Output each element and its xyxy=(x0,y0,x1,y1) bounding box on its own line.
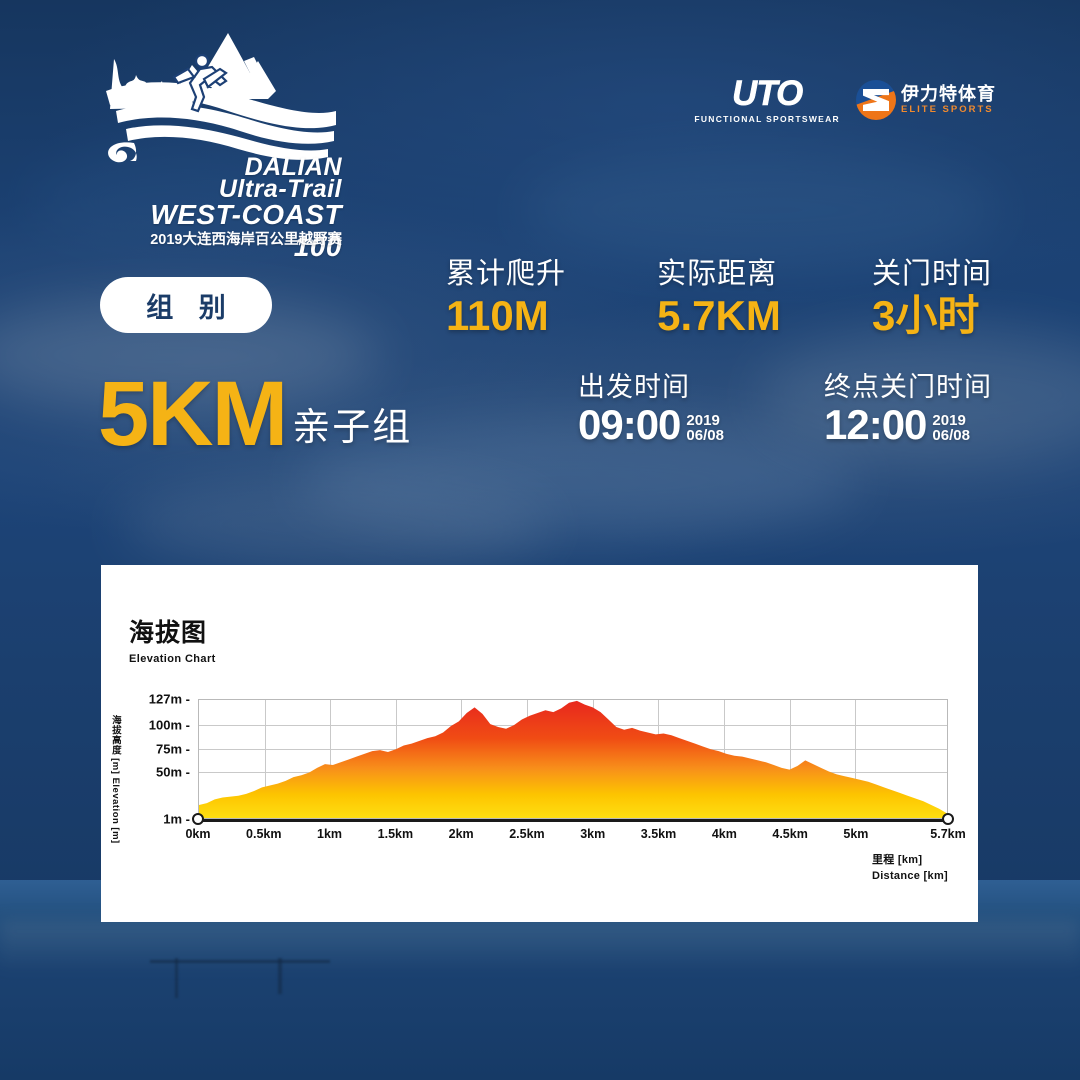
gridline-vertical xyxy=(264,700,266,818)
group-badge-label: 组 别 xyxy=(146,292,235,323)
stat-label: 关门时间 xyxy=(871,258,992,290)
x-tick-label: 5km xyxy=(843,827,869,841)
group-distance-value: 5KM xyxy=(98,363,288,465)
time-date: 2019 06/08 xyxy=(686,411,724,447)
chart-title-block: 海拔图 Elevation Chart xyxy=(129,613,216,665)
time-clock: 09:00 xyxy=(578,401,681,449)
race-stats-row: 累计爬升 110M 实际距离 5.7KM 关门时间 3小时 xyxy=(446,258,992,340)
x-tick-label: 5.7km xyxy=(930,827,966,841)
x-tick-label: 0.5km xyxy=(246,827,282,841)
time-label: 出发时间 xyxy=(578,372,690,402)
y-tick-label: 75m xyxy=(156,741,198,756)
elite-sports-label-en: ELITE SPORTS xyxy=(901,104,994,116)
event-logo: DALIAN Ultra-Trail WEST-COAST 100 2019大连… xyxy=(100,25,342,262)
logo-line-westcoast: WEST-COAST 100 xyxy=(150,199,342,262)
gridline-vertical xyxy=(330,700,332,818)
start-point-marker xyxy=(192,813,204,825)
stat-actual-distance: 实际距离 5.7KM xyxy=(657,258,781,340)
plot-area xyxy=(198,699,948,819)
stat-value: 5.7KM xyxy=(657,292,781,340)
stat-cutoff-duration: 关门时间 3小时 xyxy=(872,258,992,340)
x-tick-label: 1km xyxy=(317,827,343,841)
y-axis-caption: 海拔高度 [m] Elevation [m] xyxy=(108,715,121,844)
y-tick-label: 127m xyxy=(149,692,198,707)
sponsor-elite-sports: 伊力特体育 ELITE SPORTS xyxy=(856,80,996,120)
pier-silhouette xyxy=(150,960,330,963)
cloud-shape xyxy=(760,330,1080,460)
elite-sports-label-cn: 伊力特体育 xyxy=(901,84,996,105)
x-tick-label: 3.5km xyxy=(640,827,677,841)
stat-total-ascent: 累计爬升 110M xyxy=(446,258,566,340)
pier-silhouette xyxy=(175,958,178,998)
elevation-chart-panel: 海拔图 Elevation Chart 海拔高度 [m] Elevation [… xyxy=(101,565,978,922)
elite-sports-icon xyxy=(856,80,896,120)
gridline-vertical xyxy=(855,700,857,818)
x-axis-caption: 里程 [km] Distance [km] xyxy=(872,853,948,885)
time-year: 2019 xyxy=(932,411,966,429)
stat-value: 110M xyxy=(446,292,549,340)
time-clock: 12:00 xyxy=(824,401,927,449)
group-distance-block: 5KM 亲子组 xyxy=(98,363,413,465)
x-tick-label: 1.5km xyxy=(377,827,414,841)
x-tick-label: 2km xyxy=(448,827,474,841)
y-tick-label: 100m xyxy=(149,717,198,732)
x-tick-label: 3km xyxy=(580,827,606,841)
gridline-vertical xyxy=(789,700,791,818)
stat-value: 3小时 xyxy=(871,292,980,340)
time-year: 2019 xyxy=(686,411,720,429)
horizon-glow xyxy=(0,920,1080,972)
time-monthday: 06/08 xyxy=(686,427,724,445)
uto-wordmark: UTO xyxy=(732,74,804,113)
elevation-plot: 127m 100m 75m 50m 1m 0km 0.5km 1km 1.5km… xyxy=(149,692,966,842)
logo-line-chinese: 2019大连西海岸百公里越野赛 xyxy=(150,232,342,248)
time-monthday: 06/08 xyxy=(932,427,970,445)
race-times-row: 出发时间 09:00 2019 06/08 终点关门时间 12:00 2019 … xyxy=(578,372,992,446)
x-axis-caption-cn: 里程 [km] xyxy=(871,854,923,866)
x-tick-label: 0km xyxy=(185,827,211,841)
stat-label: 累计爬升 xyxy=(446,258,567,290)
logo-line-dalian: DALIAN xyxy=(244,153,342,181)
cloud-shape xyxy=(520,150,1000,270)
time-label: 终点关门时间 xyxy=(824,372,992,402)
time-finish-cutoff: 终点关门时间 12:00 2019 06/08 xyxy=(824,372,992,446)
x-tick-label: 2.5km xyxy=(509,827,545,841)
x-tick-label: 4km xyxy=(711,827,737,841)
group-badge: 组 别 xyxy=(100,277,272,333)
finish-point-marker xyxy=(942,813,954,825)
group-category-label: 亲子组 xyxy=(292,406,413,449)
axis-baseline xyxy=(195,819,951,822)
stat-label: 实际距离 xyxy=(657,258,778,290)
y-tick-label: 50m xyxy=(156,765,198,780)
cloud-shape xyxy=(120,480,550,570)
pier-silhouette xyxy=(278,958,282,994)
y-axis-caption-en: Elevation [m] xyxy=(109,777,121,844)
sponsor-logos: UTO FUNCTIONAL SPORTSWEAR 伊力特体育 ELITE SP… xyxy=(694,76,996,124)
chart-title-cn: 海拔图 xyxy=(129,619,208,647)
x-axis-caption-en: Distance [km] xyxy=(871,869,948,882)
sponsor-uto: UTO FUNCTIONAL SPORTSWEAR xyxy=(694,76,840,124)
time-start: 出发时间 09:00 2019 06/08 xyxy=(578,372,724,446)
elevation-profile xyxy=(199,700,947,818)
uto-tagline: FUNCTIONAL SPORTSWEAR xyxy=(694,114,840,124)
time-date: 2019 06/08 xyxy=(932,411,970,447)
logo-line-ultratrail: Ultra-Trail xyxy=(218,175,342,203)
y-tick-label: 1m xyxy=(163,812,198,827)
mountain-runner-icon xyxy=(106,33,336,163)
cloud-shape xyxy=(300,420,860,540)
cloud-shape xyxy=(30,150,330,250)
y-axis-caption-cn: 海拔高度 [m] xyxy=(109,715,121,775)
x-tick-label: 4.5km xyxy=(772,827,808,841)
chart-title-en: Elevation Chart xyxy=(129,653,216,665)
